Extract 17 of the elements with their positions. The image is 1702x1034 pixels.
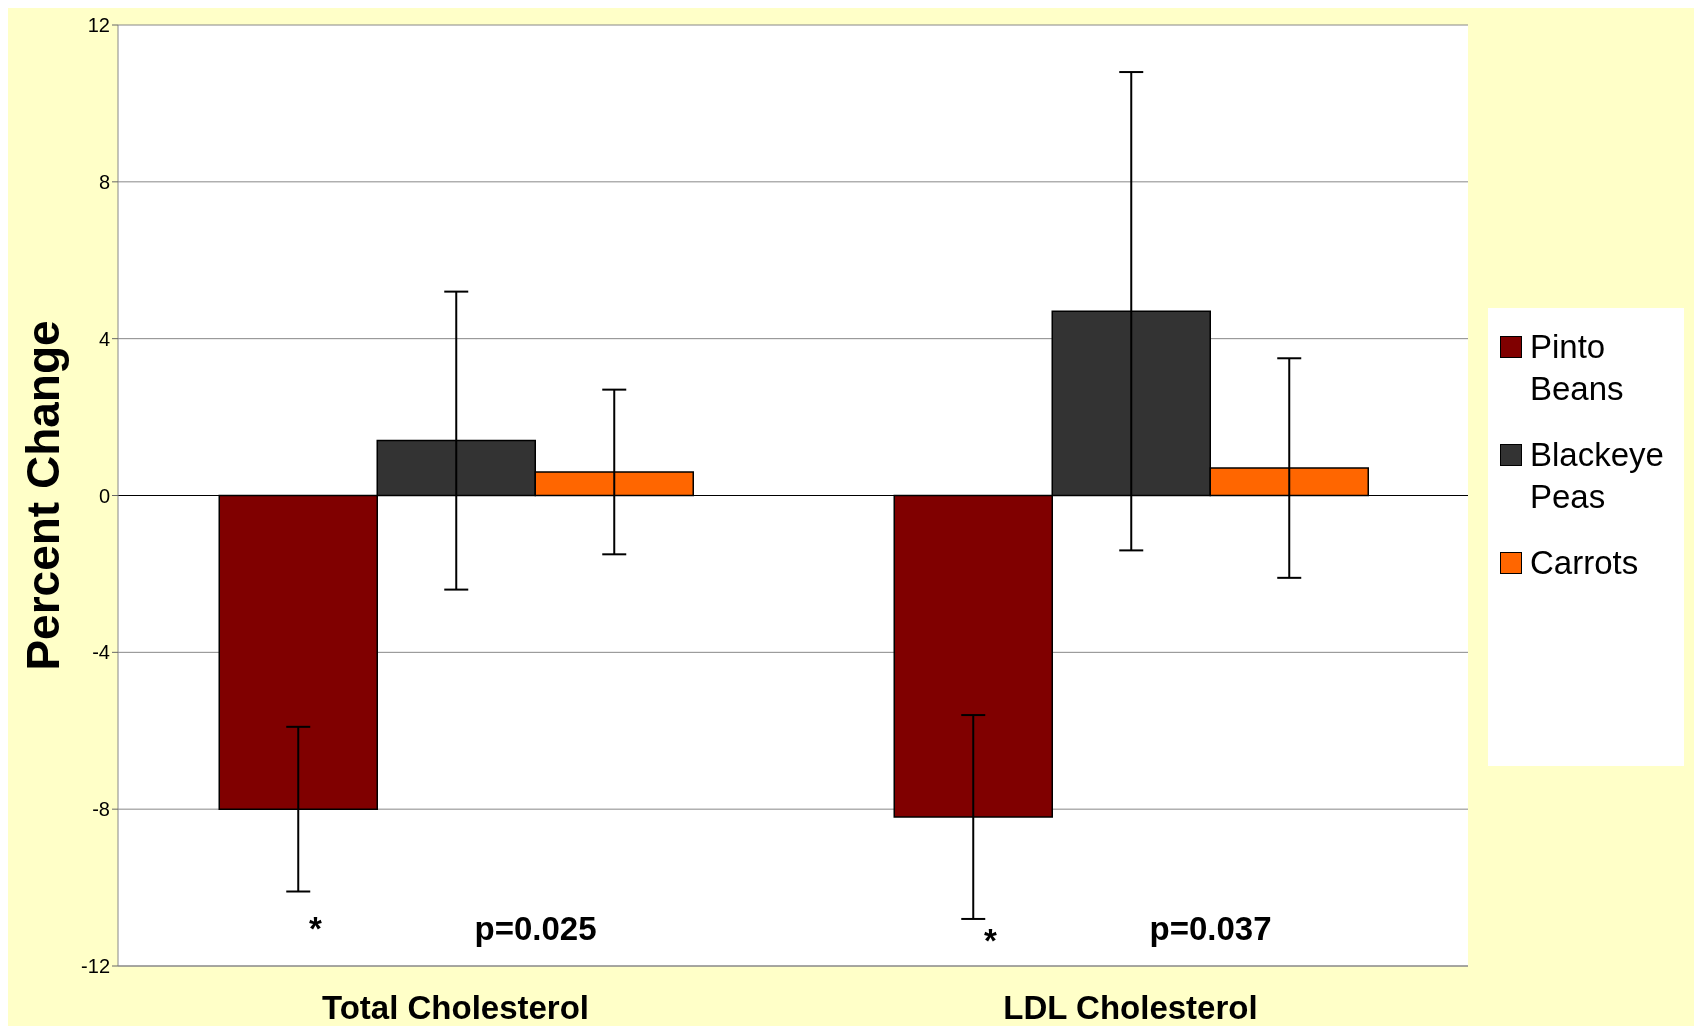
annotation: * — [309, 910, 323, 947]
legend-label: Pinto Beans — [1530, 327, 1625, 409]
y-tick-label: 8 — [98, 170, 110, 193]
y-tick-label: -8 — [92, 798, 110, 821]
legend-label: Carrots — [1530, 543, 1639, 583]
y-tick-label: 0 — [98, 484, 110, 507]
annotation: * — [984, 922, 998, 959]
legend-label: Blackeye Peas — [1530, 435, 1665, 517]
y-tick-label: -12 — [81, 955, 110, 978]
y-tick-label: 12 — [87, 14, 110, 37]
annotation: p=0.025 — [474, 910, 597, 947]
x-tick-label: LDL Cholesterol — [1003, 989, 1258, 1027]
y-axis-title: Percent Change — [17, 320, 70, 671]
y-tick-label: 4 — [98, 327, 110, 350]
y-tick-label: -4 — [92, 641, 110, 664]
x-tick-label: Total Cholesterol — [321, 989, 590, 1027]
annotation: p=0.037 — [1149, 910, 1272, 947]
